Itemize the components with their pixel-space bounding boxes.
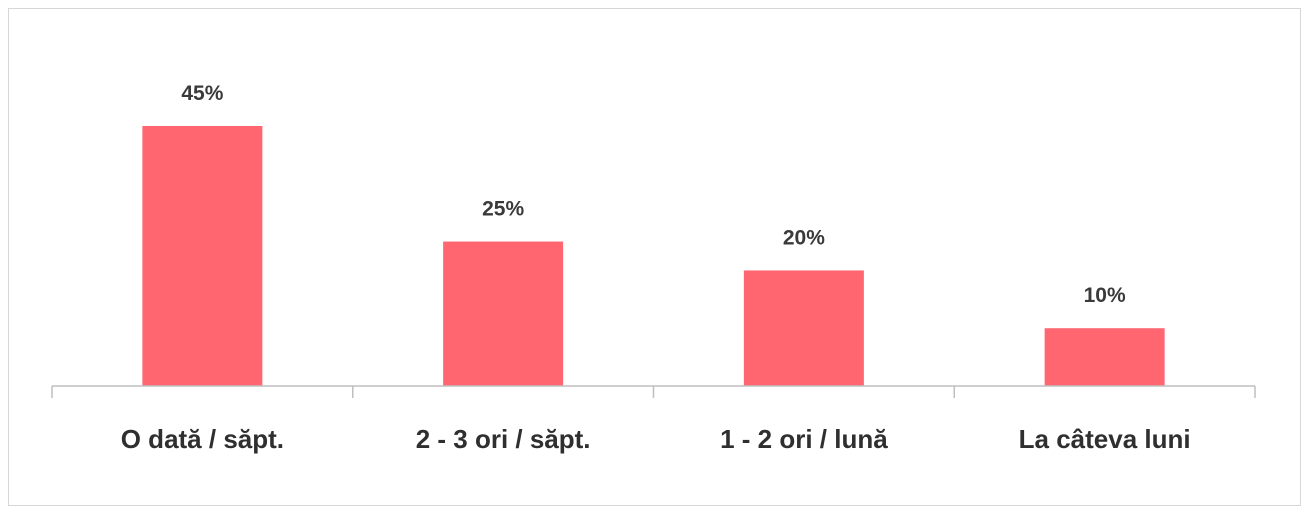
x-axis-ticks bbox=[51, 386, 1256, 398]
category-label: La câteva luni bbox=[1019, 424, 1191, 454]
bar bbox=[443, 241, 564, 386]
bar-value-label: 45% bbox=[181, 82, 223, 105]
bar bbox=[1044, 328, 1165, 386]
bar-value-label: 25% bbox=[482, 198, 524, 221]
category-label: 1 - 2 ori / lună bbox=[720, 424, 888, 454]
bar-value-label: 20% bbox=[783, 226, 825, 249]
category-labels-group: O dată / săpt. 2 - 3 ori / săpt. 1 - 2 ori… bbox=[121, 424, 1191, 454]
category-label: 2 - 3 ori / săpt. bbox=[416, 424, 591, 454]
value-labels-group: 45% 25% 20% 10% bbox=[181, 82, 1126, 307]
bar bbox=[743, 270, 864, 386]
bars-group bbox=[142, 126, 1165, 386]
bar-value-label: 10% bbox=[1084, 284, 1126, 307]
category-label: O dată / săpt. bbox=[121, 424, 284, 454]
bar bbox=[142, 126, 263, 386]
